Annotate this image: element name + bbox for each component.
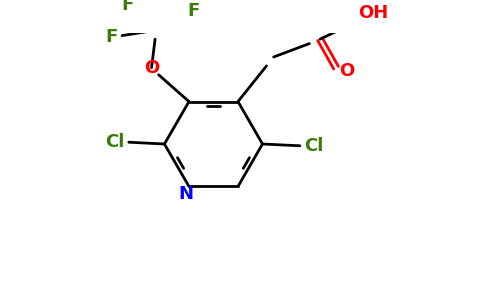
Text: F: F <box>106 28 118 46</box>
Text: OH: OH <box>358 4 389 22</box>
Text: N: N <box>178 185 193 203</box>
Text: F: F <box>121 0 134 14</box>
Text: F: F <box>187 2 199 20</box>
Text: Cl: Cl <box>105 133 124 151</box>
Text: O: O <box>144 59 159 77</box>
Text: Cl: Cl <box>304 137 324 155</box>
Text: O: O <box>339 62 354 80</box>
